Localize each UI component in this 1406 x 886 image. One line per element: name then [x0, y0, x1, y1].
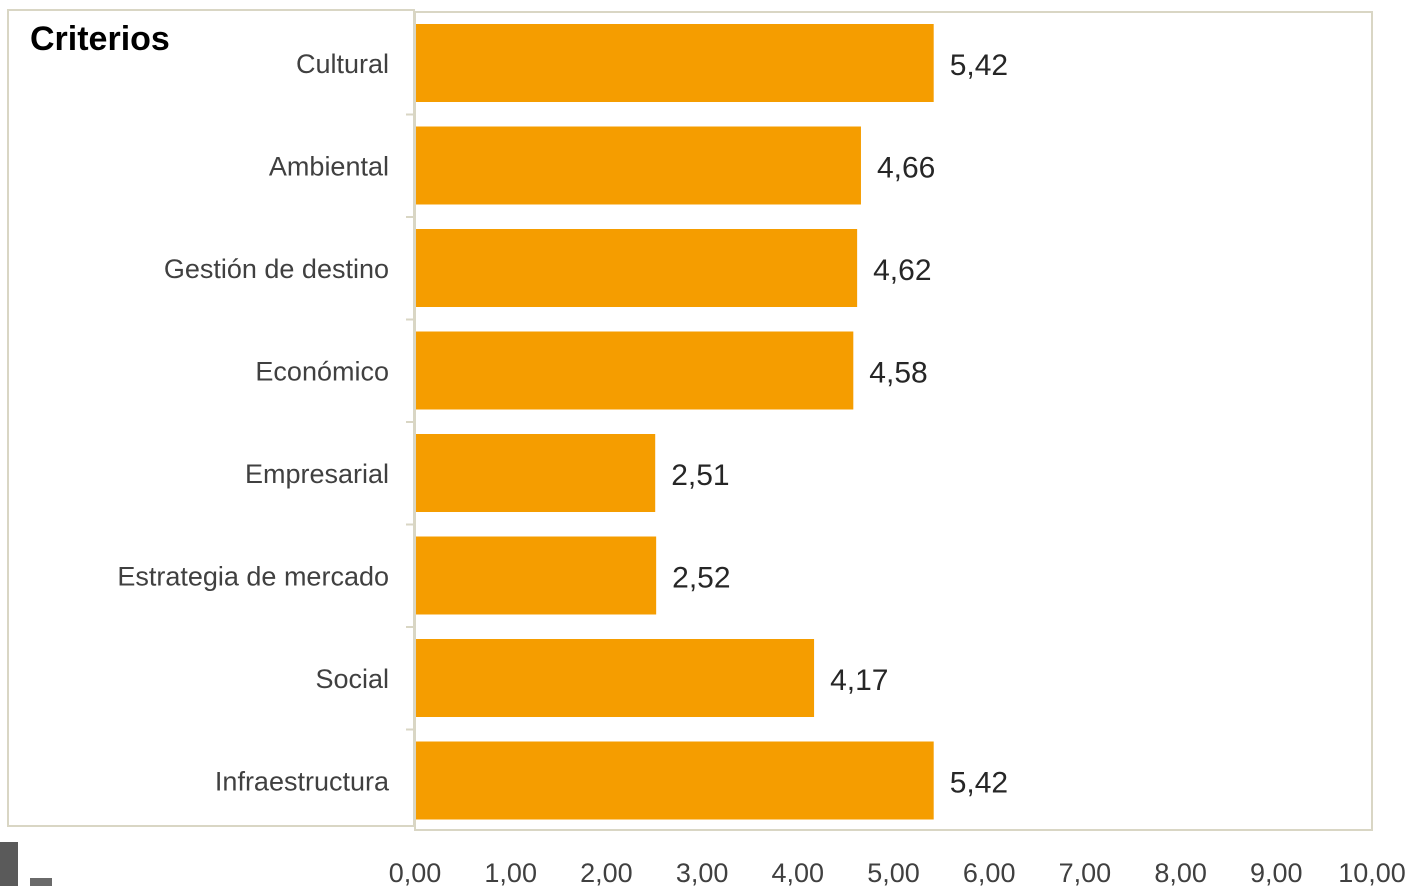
- category-label-0: Cultural: [296, 49, 389, 79]
- bar-1: [416, 126, 861, 205]
- category-labels: Cultural Ambiental Gestión de destino Econó…: [117, 49, 390, 797]
- value-label-2: 4,62: [873, 254, 931, 287]
- x-axis-tick-labels: 0,00 1,00 2,00 3,00 4,00 5,00 6,00 7,00 8,00 9,00…: [389, 858, 1406, 886]
- chart-title: Criterios: [30, 20, 170, 58]
- x-tick-label-5: 5,00: [867, 858, 920, 886]
- category-label-2: Gestión de destino: [164, 254, 389, 284]
- category-label-3: Económico: [255, 357, 389, 387]
- x-tick-label-9: 9,00: [1250, 858, 1303, 886]
- category-ticks: [406, 113, 415, 731]
- bar-2: [416, 229, 858, 307]
- x-tick-label-1: 1,00: [484, 858, 537, 886]
- bar-3: [416, 331, 854, 410]
- x-tick-label-0: 0,00: [389, 858, 442, 886]
- category-label-7: Infraestructura: [215, 767, 390, 797]
- value-label-0: 5,42: [950, 49, 1008, 82]
- bar-5: [416, 536, 657, 615]
- value-label-5: 2,52: [672, 562, 730, 595]
- value-label-1: 4,66: [877, 152, 935, 185]
- bars-group: [416, 24, 934, 820]
- bar-0: [416, 24, 934, 102]
- x-tick-label-3: 3,00: [676, 858, 729, 886]
- value-label-6: 4,17: [830, 664, 888, 697]
- bar-6: [416, 639, 815, 717]
- category-label-1: Ambiental: [269, 152, 389, 182]
- x-tick-label-6: 6,00: [963, 858, 1016, 886]
- bar-7: [416, 741, 934, 820]
- category-panel-frame: [7, 9, 415, 827]
- x-tick-label-8: 8,00: [1154, 858, 1207, 886]
- corner-logo: [0, 842, 52, 886]
- x-tick-label-10: 10,00: [1338, 858, 1406, 886]
- x-tick-label-7: 7,00: [1059, 858, 1112, 886]
- value-label-4: 2,51: [671, 459, 729, 492]
- category-label-5: Estrategia de mercado: [117, 562, 389, 592]
- value-label-7: 5,42: [950, 767, 1008, 800]
- category-label-6: Social: [315, 664, 389, 694]
- category-label-4: Empresarial: [245, 459, 389, 489]
- bar-4: [416, 434, 656, 512]
- x-tick-label-2: 2,00: [580, 858, 633, 886]
- x-tick-label-4: 4,00: [772, 858, 825, 886]
- value-label-3: 4,58: [869, 357, 927, 390]
- value-labels: 5,42 4,66 4,62 4,58 2,51 2,52 4,17 5,42: [671, 49, 1008, 800]
